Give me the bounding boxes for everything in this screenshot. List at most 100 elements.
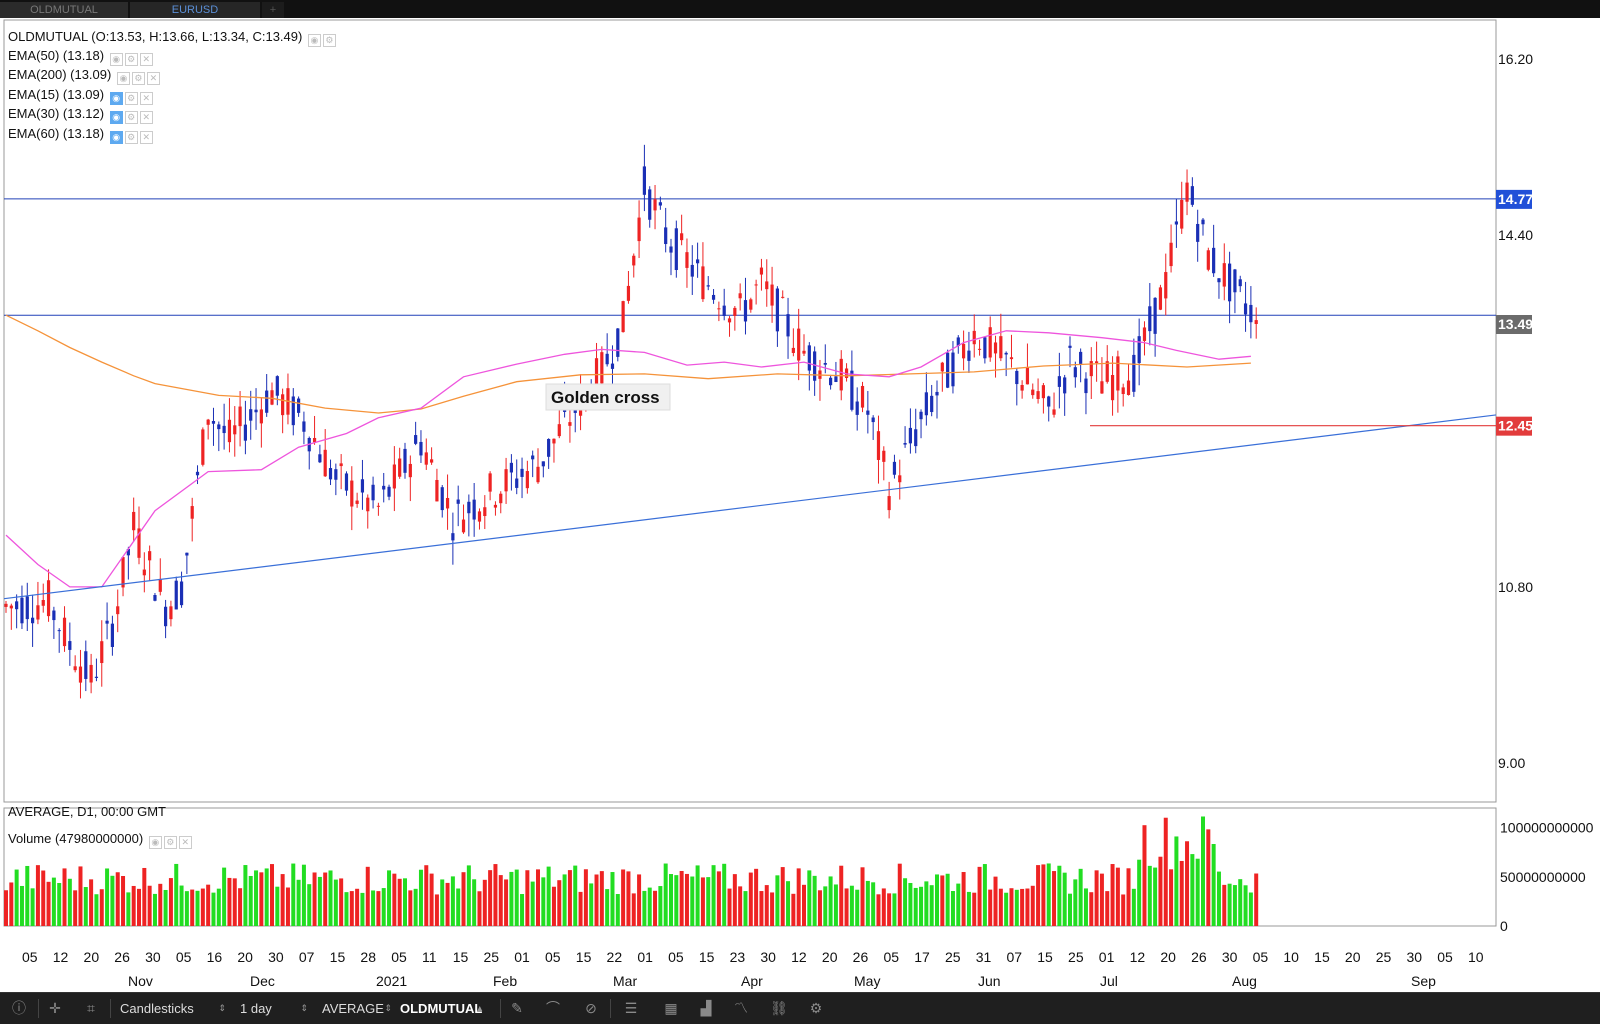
series-footer: AVERAGE, D1, 00:00 GMT [8, 804, 166, 819]
magnet-icon[interactable]: ⌒ [546, 1000, 560, 1016]
ema-label: EMA(60) (13.18) [8, 126, 105, 141]
volume-bar [232, 878, 237, 926]
gear-icon[interactable]: ⚙ [124, 131, 138, 144]
candle-body [1095, 361, 1099, 364]
candle-body [451, 533, 455, 541]
chevron-up-icon: ▴ [477, 1003, 482, 1013]
indicator-select[interactable]: AVERAGE ⇕ [322, 993, 394, 1024]
candle-body [1084, 378, 1088, 394]
gear-icon[interactable]: ⚙ [124, 92, 138, 105]
gear-icon[interactable]: ⚙ [131, 72, 145, 85]
volume-bar [46, 881, 51, 926]
volume-bar [200, 888, 205, 926]
eye-icon[interactable]: ◉ [116, 72, 130, 85]
close-icon[interactable]: ✕ [139, 131, 153, 144]
candle-body [839, 358, 843, 391]
volume-bar [440, 879, 445, 926]
volume-bar [67, 878, 72, 926]
candle-body [1052, 409, 1056, 415]
gear-icon[interactable]: ⚙ [809, 1000, 823, 1016]
candle-body [259, 409, 263, 424]
gear-icon[interactable]: ⚙ [124, 111, 138, 124]
bottom-toolbar: ⓘ ✛ ⌗ Candlesticks ⇕ 1 day ⇕ AVERAGE ⇕ O… [0, 992, 1600, 1024]
candle-body [132, 511, 136, 531]
info-icon[interactable]: ⓘ [12, 1000, 26, 1016]
volume-bar [1169, 869, 1174, 926]
close-icon[interactable]: ✕ [178, 836, 192, 849]
gear-icon[interactable]: ⚙ [124, 53, 138, 66]
crosshair-icon[interactable]: ✛ [49, 1000, 61, 1016]
volume-bar [275, 886, 280, 926]
eye-icon[interactable]: ◉ [109, 53, 123, 66]
volume-bar [1190, 854, 1195, 926]
volume-bar [599, 871, 604, 926]
chart-type-select[interactable]: Candlesticks ⇕ [120, 993, 230, 1024]
candle-body [355, 500, 359, 504]
candle-body [25, 596, 29, 620]
tab-oldmutual[interactable]: OLDMUTUAL [0, 2, 129, 18]
candle-body [802, 350, 806, 354]
eye-icon[interactable]: ◉ [109, 92, 123, 105]
ema-legend-50: EMA(50) (13.18) ◉ ⚙ ✕ [8, 46, 153, 66]
eye-off-icon[interactable]: ⊘ [585, 1000, 597, 1016]
candle-body [1222, 263, 1226, 287]
candle-body [531, 455, 535, 460]
candle-body [648, 189, 652, 220]
candle-body [461, 519, 466, 533]
volume-bar [1041, 864, 1046, 926]
candle-body [509, 462, 513, 473]
volume-bar [738, 886, 743, 926]
link-icon[interactable]: ⛓ [770, 1000, 788, 1016]
gear-icon[interactable]: ⚙ [322, 34, 336, 47]
x-month-label: 2021 [376, 973, 407, 989]
volume-bar [647, 887, 652, 926]
eye-icon[interactable]: ◉ [307, 34, 321, 47]
candle-body [344, 473, 349, 491]
tab-eurusd[interactable]: EURUSD [130, 2, 261, 18]
volume-bar [1121, 894, 1126, 926]
divider [610, 999, 611, 1018]
candle-body [1036, 391, 1040, 399]
close-icon[interactable]: ✕ [139, 92, 153, 105]
eye-icon[interactable]: ◉ [109, 111, 123, 124]
grid-icon[interactable]: ▦ [664, 1000, 678, 1016]
layers-icon[interactable]: ☰ [624, 1000, 638, 1016]
line-tool-icon[interactable]: 〽 [734, 1000, 748, 1016]
volume-bar [956, 883, 961, 926]
volume-bar [679, 870, 684, 926]
close-icon[interactable]: ✕ [139, 53, 153, 66]
candle-body [770, 284, 774, 306]
bookmark-icon[interactable]: ▟ [700, 1000, 712, 1016]
volume-bar [429, 873, 434, 926]
volume-label: Volume (47980000000) [8, 831, 144, 846]
volume-bar [1137, 859, 1142, 926]
volume-bar [307, 884, 312, 926]
candle-body [930, 395, 934, 413]
eye-icon[interactable]: ◉ [148, 836, 162, 849]
candle-body [504, 469, 508, 492]
symbol-select[interactable]: OLDMUTUAL ▴ [400, 993, 486, 1024]
volume-bar [4, 890, 8, 926]
candle-body [1089, 361, 1093, 377]
x-day-label: 25 [1376, 949, 1392, 965]
candle-body [626, 285, 631, 301]
timeframe-select[interactable]: 1 day ⇕ [240, 993, 312, 1024]
crop-icon[interactable]: ⌗ [87, 1000, 95, 1016]
close-icon[interactable]: ✕ [146, 72, 160, 85]
volume-bar [525, 870, 530, 926]
price-chart[interactable]: Golden cross 16.20 14.40 10.80 9.00 14.77 13.4… [0, 18, 1600, 992]
volume-bar [716, 871, 721, 926]
pencil-icon[interactable]: ✎ [511, 1000, 523, 1016]
candle-body [1079, 351, 1083, 364]
eye-icon[interactable]: ◉ [109, 131, 123, 144]
volume-bar [1004, 892, 1009, 926]
add-tab-button[interactable]: + [262, 2, 285, 18]
close-icon[interactable]: ✕ [139, 111, 153, 124]
candle-body [1073, 367, 1077, 378]
candle-body [972, 330, 976, 345]
volume-bar [1057, 865, 1062, 926]
gear-icon[interactable]: ⚙ [163, 836, 177, 849]
volume-bar [514, 869, 519, 926]
volume-bar [339, 878, 344, 926]
candle-body [121, 557, 125, 588]
